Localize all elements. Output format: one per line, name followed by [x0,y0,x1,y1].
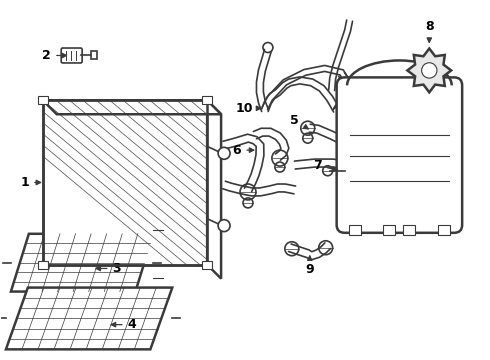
Polygon shape [407,49,451,92]
Polygon shape [384,225,395,235]
FancyBboxPatch shape [61,48,82,63]
Polygon shape [11,234,153,292]
Text: 9: 9 [305,256,314,276]
Polygon shape [43,100,207,265]
Text: 3: 3 [96,262,121,275]
Text: 7: 7 [313,159,338,172]
Text: 8: 8 [425,20,434,42]
Polygon shape [202,96,212,104]
Text: 2: 2 [43,49,67,62]
FancyBboxPatch shape [337,77,462,233]
Polygon shape [43,100,221,114]
Circle shape [338,157,345,165]
Polygon shape [403,225,416,235]
Polygon shape [38,261,48,269]
Polygon shape [438,225,450,235]
Polygon shape [348,225,361,235]
Circle shape [218,220,230,231]
Polygon shape [91,51,97,59]
Text: 6: 6 [233,144,254,157]
Text: 10: 10 [235,102,261,115]
Polygon shape [202,261,212,269]
Circle shape [218,147,230,159]
Text: 1: 1 [21,176,41,189]
Polygon shape [207,100,221,279]
Text: 4: 4 [111,318,136,331]
Polygon shape [38,96,48,104]
Text: 5: 5 [291,114,308,129]
Circle shape [421,63,437,78]
Polygon shape [6,288,172,349]
